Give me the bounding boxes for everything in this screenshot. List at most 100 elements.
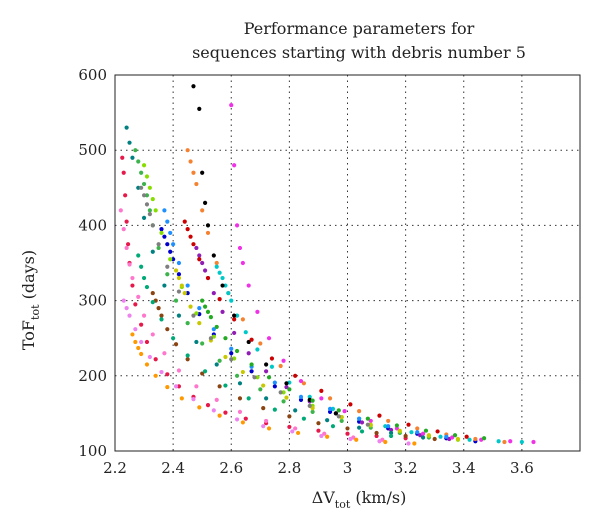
data-point	[316, 428, 321, 433]
data-point	[450, 435, 455, 440]
data-point	[153, 357, 158, 362]
plot-frame	[114, 74, 581, 452]
data-point	[144, 362, 150, 367]
data-point	[519, 439, 524, 445]
data-point	[293, 373, 298, 378]
data-point	[191, 397, 196, 402]
data-point	[336, 414, 341, 419]
data-point	[150, 290, 155, 296]
data-point	[150, 223, 155, 228]
data-point	[243, 416, 248, 421]
data-point	[243, 330, 248, 335]
data-point	[173, 298, 179, 303]
grid-lines	[115, 75, 580, 451]
data-point	[130, 155, 135, 160]
data-point	[223, 354, 228, 360]
data-point	[188, 304, 193, 309]
data-point	[208, 336, 214, 341]
x-tick-label: 3.6	[510, 459, 534, 477]
data-point	[171, 257, 176, 262]
data-point	[246, 283, 251, 288]
data-point	[388, 427, 394, 433]
data-point	[336, 408, 341, 413]
data-point	[339, 418, 344, 424]
data-point	[319, 433, 324, 439]
data-point	[264, 396, 269, 401]
data-point	[202, 369, 208, 374]
x-tick-label: 2.2	[103, 459, 127, 477]
data-point	[182, 219, 187, 224]
data-point	[205, 223, 211, 228]
data-point	[185, 353, 190, 358]
data-point	[264, 369, 269, 374]
data-point	[147, 354, 152, 360]
data-point	[258, 387, 263, 392]
data-point	[121, 298, 126, 303]
data-point	[261, 424, 266, 429]
x-tick-label: 2.8	[277, 459, 301, 477]
data-point	[357, 409, 362, 414]
data-point	[325, 418, 330, 423]
y-axis-label-sub: tot	[29, 304, 42, 320]
data-point	[194, 339, 199, 345]
data-point	[202, 304, 208, 309]
tick-labels: 2.2 2.4 2.6 2.8 3 3.2 3.4 3.6 100 200 300 400 500 600	[78, 66, 533, 477]
data-point	[266, 426, 272, 431]
data-point	[179, 396, 184, 401]
data-point	[420, 431, 426, 436]
data-point	[249, 369, 254, 374]
data-point	[127, 140, 132, 145]
data-point	[173, 342, 179, 347]
data-point	[435, 429, 440, 434]
data-point	[266, 375, 272, 380]
x-tick-label: 3.4	[452, 459, 476, 477]
data-point	[141, 193, 147, 198]
data-point	[420, 435, 426, 440]
data-point	[359, 420, 365, 425]
data-point	[232, 330, 237, 336]
data-point	[377, 439, 382, 444]
data-points	[118, 84, 536, 446]
data-point	[147, 208, 152, 213]
data-point	[211, 408, 216, 413]
data-point	[144, 202, 150, 207]
data-point	[374, 430, 379, 436]
data-point	[200, 341, 205, 346]
data-point	[205, 230, 211, 236]
data-point	[298, 378, 304, 384]
data-point	[136, 185, 141, 190]
data-point	[301, 416, 307, 421]
data-point	[144, 174, 150, 179]
data-point	[133, 339, 138, 345]
data-point	[229, 298, 234, 303]
data-point	[255, 347, 260, 352]
data-point	[197, 106, 202, 111]
data-point	[240, 420, 245, 425]
data-point	[200, 298, 205, 303]
data-point	[165, 327, 170, 332]
data-point	[252, 375, 257, 380]
data-point	[307, 394, 312, 399]
data-point	[307, 403, 312, 408]
data-point	[185, 148, 190, 153]
data-point	[217, 296, 222, 302]
data-point	[197, 306, 202, 311]
data-point	[226, 290, 231, 296]
data-point	[185, 321, 190, 326]
data-point	[150, 300, 155, 305]
data-point	[176, 289, 182, 294]
data-point	[240, 317, 245, 322]
data-point	[139, 339, 144, 345]
data-point	[284, 384, 289, 390]
data-point	[386, 424, 391, 429]
data-point	[188, 234, 193, 239]
data-point	[197, 405, 202, 410]
data-point	[162, 283, 167, 288]
data-point	[310, 398, 315, 403]
data-point	[197, 257, 202, 262]
data-point	[295, 430, 301, 436]
data-point	[383, 439, 388, 445]
data-point	[327, 406, 333, 411]
data-point	[455, 436, 461, 442]
data-point	[200, 260, 205, 266]
